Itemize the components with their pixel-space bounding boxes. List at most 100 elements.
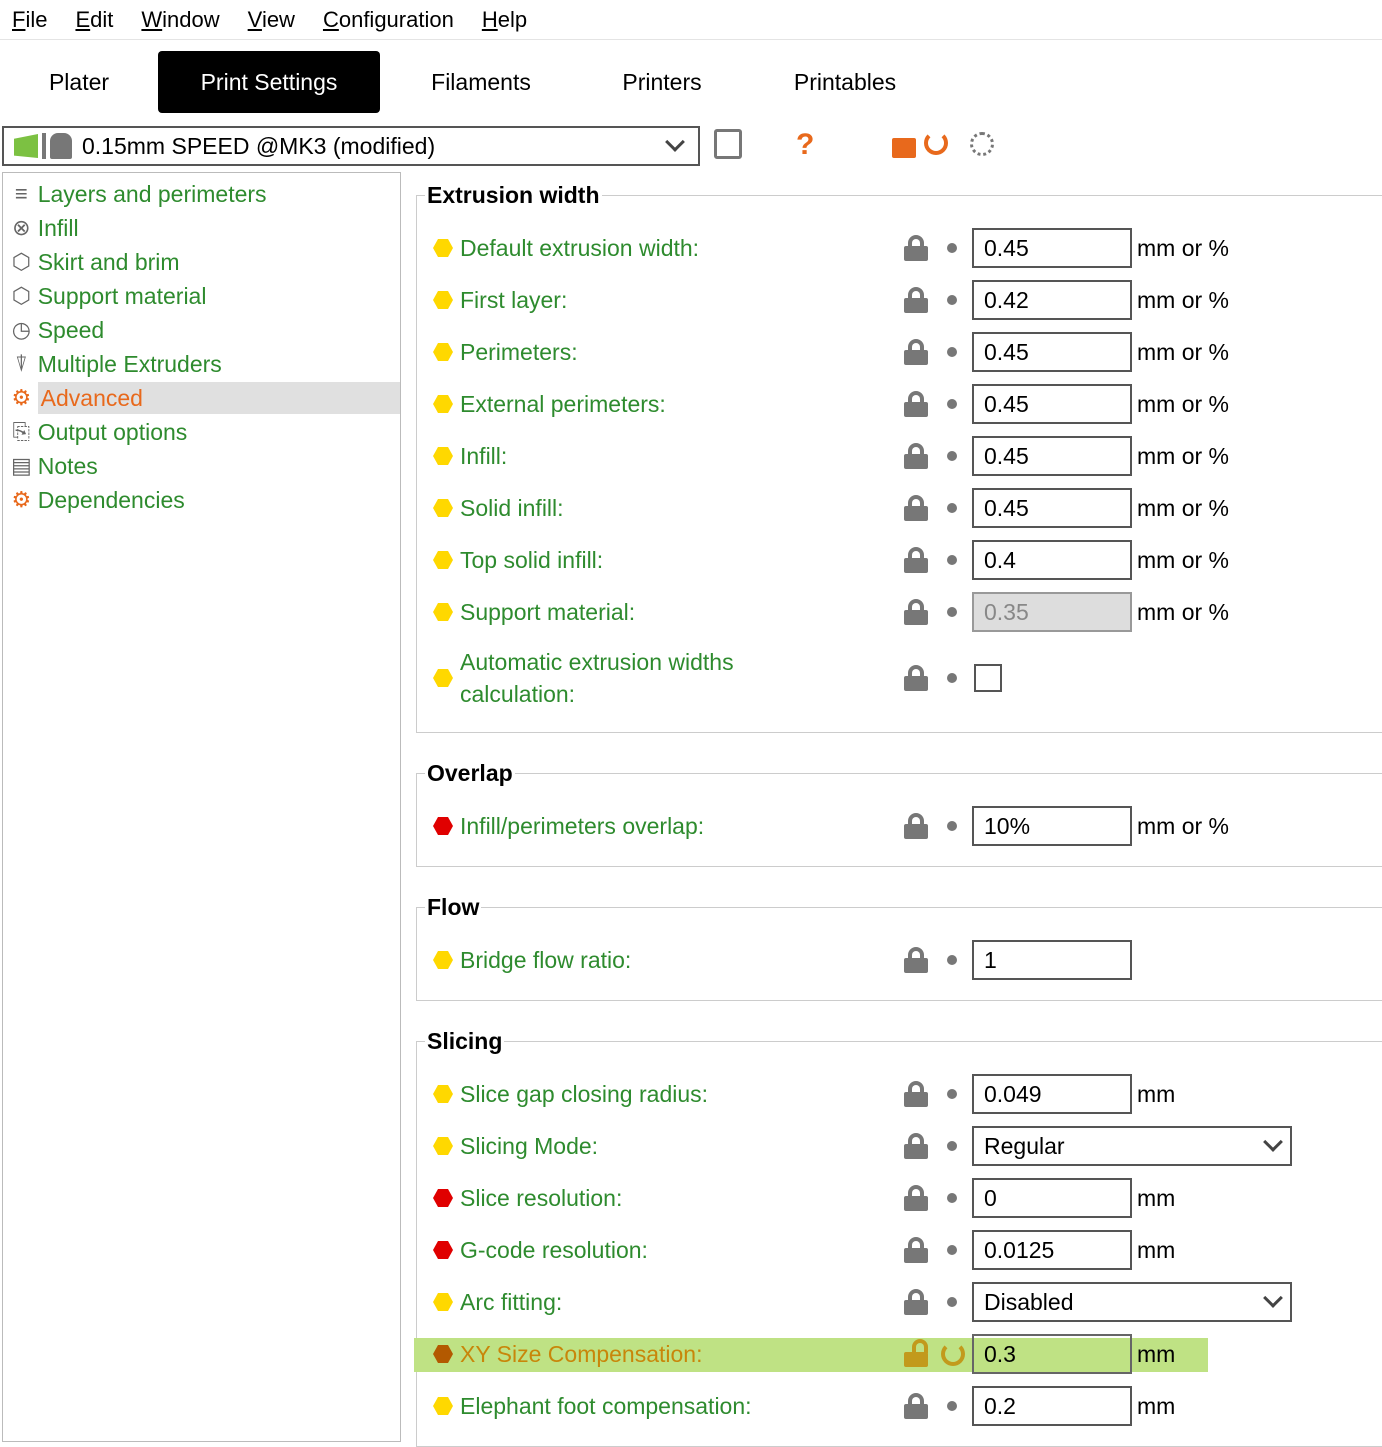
preset-select[interactable]: 0.15mm SPEED @MK3 (modified) — [2, 126, 700, 166]
lock-icon[interactable] — [904, 665, 928, 691]
value-input[interactable]: 0.45 — [972, 436, 1132, 476]
advanced-icon: ⚙ — [11, 385, 32, 410]
sidebar-item-notes[interactable]: ▤ Notes — [10, 453, 98, 479]
checkbox[interactable] — [974, 664, 1002, 692]
menu-edit[interactable]: Edit — [75, 6, 114, 32]
lock-icon[interactable] — [904, 1185, 928, 1211]
menu-help[interactable]: Help — [481, 6, 528, 32]
menu-file[interactable]: File — [12, 6, 48, 32]
lock-icon[interactable] — [904, 339, 928, 365]
value-input[interactable]: 0.45 — [972, 384, 1132, 424]
value-input[interactable]: 0.45 — [972, 228, 1132, 268]
sidebar-item-dependencies[interactable]: ⚙ Dependencies — [3, 483, 400, 517]
value-input[interactable]: 0.049 — [972, 1074, 1132, 1114]
mode-simple-icon — [433, 447, 453, 465]
value-input[interactable]: 10% — [972, 806, 1132, 846]
lock-icon[interactable] — [904, 599, 928, 625]
bullet-icon[interactable] — [947, 673, 957, 683]
bullet-icon[interactable] — [947, 1089, 957, 1099]
bullet-icon[interactable] — [947, 1193, 957, 1203]
search-icon[interactable] — [970, 132, 994, 156]
lock-icon[interactable] — [904, 1081, 928, 1107]
flag-icon — [14, 134, 38, 158]
bullet-icon[interactable] — [947, 243, 957, 253]
lock-icon[interactable] — [904, 391, 928, 417]
bullet-icon[interactable] — [947, 347, 957, 357]
unlock-icon[interactable] — [892, 138, 916, 158]
sidebar-item-output-options[interactable]: ⎘ Output options — [3, 415, 400, 449]
lock-icon[interactable] — [904, 1393, 928, 1419]
bullet-icon[interactable] — [947, 955, 957, 965]
select[interactable]: Regular — [972, 1126, 1292, 1166]
bullet-icon[interactable] — [947, 1141, 957, 1151]
settings-page: Extrusion width Default extrusion width: 0… — [414, 172, 1382, 1447]
undo-icon[interactable] — [941, 1342, 965, 1366]
value-input[interactable]: 0.45 — [972, 488, 1132, 528]
lock-icon[interactable] — [904, 495, 928, 521]
unit-label: mm — [1137, 1236, 1176, 1263]
help-icon[interactable]: ? — [796, 128, 815, 161]
sidebar-item-advanced[interactable]: ⚙ Advanced — [3, 381, 400, 415]
sidebar-item-infill[interactable]: ⊗ Infill — [3, 211, 400, 245]
value-input[interactable]: 0.35 — [972, 592, 1132, 632]
lock-icon[interactable] — [904, 1237, 928, 1263]
bullet-icon[interactable] — [947, 607, 957, 617]
section-title: Overlap — [425, 760, 515, 787]
bullet-icon[interactable] — [947, 399, 957, 409]
lock-icon[interactable] — [904, 235, 928, 261]
setting-label: External perimeters: — [460, 391, 666, 417]
tab-print-settings[interactable]: Print Settings — [158, 51, 380, 113]
value-input[interactable]: 0.2 — [972, 1386, 1132, 1426]
setting-label: Bridge flow ratio: — [460, 947, 632, 973]
sidebar-item-speed[interactable]: ◷ Speed — [3, 313, 400, 347]
extruders-icon: ⍒ — [14, 351, 28, 376]
tab-plater[interactable]: Plater — [48, 68, 110, 95]
unit-label: mm or % — [1137, 598, 1229, 625]
sidebar-item-support-material[interactable]: ⬡ Support material — [3, 279, 400, 313]
section-extrusion-width: Extrusion width Default extrusion width: 0… — [416, 182, 1382, 733]
undo-icon[interactable] — [924, 131, 948, 155]
unlock-icon[interactable] — [904, 1339, 928, 1367]
bullet-icon[interactable] — [947, 1245, 957, 1255]
bullet-icon[interactable] — [947, 821, 957, 831]
menu-configuration[interactable]: Configuration — [322, 6, 454, 32]
main-tabs: Plater Print Settings Filaments Printers… — [0, 51, 948, 113]
tab-filaments[interactable]: Filaments — [431, 68, 531, 95]
unit-label: mm or % — [1137, 234, 1229, 261]
menu-window[interactable]: Window — [141, 6, 220, 32]
value-input[interactable]: 0.4 — [972, 540, 1132, 580]
lock-icon[interactable] — [904, 443, 928, 469]
setting-label: Arc fitting: — [460, 1289, 563, 1315]
lock-icon[interactable] — [904, 547, 928, 573]
highlight — [414, 1338, 1208, 1372]
tab-printables[interactable]: Printables — [793, 68, 897, 95]
value-input[interactable]: 0 — [972, 1178, 1132, 1218]
menu-view[interactable]: View — [247, 6, 295, 32]
setting-row: Automatic extrusion widths calculation: — [417, 638, 1382, 718]
sidebar-item-multiple-extruders[interactable]: ⍒ Multiple Extruders — [3, 347, 400, 381]
lock-icon[interactable] — [904, 1133, 928, 1159]
lock-icon[interactable] — [904, 287, 928, 313]
setting-row: External perimeters: 0.45 mm or % — [417, 378, 1382, 430]
mode-simple-icon — [433, 395, 453, 413]
value-input[interactable]: 0.0125 — [972, 1230, 1132, 1270]
tab-printers[interactable]: Printers — [622, 68, 702, 95]
bullet-icon[interactable] — [947, 451, 957, 461]
value-input[interactable]: 0.42 — [972, 280, 1132, 320]
layers-icon: ≡ — [14, 181, 28, 206]
value-input[interactable]: 0.45 — [972, 332, 1132, 372]
value-input[interactable]: 0.3 — [972, 1334, 1132, 1374]
value-input[interactable]: 1 — [972, 940, 1132, 980]
sidebar-item-layers-and-perimeters[interactable]: ≡ Layers and perimeters — [3, 177, 400, 211]
lock-icon[interactable] — [904, 1289, 928, 1315]
sidebar-item-skirt-and-brim[interactable]: ⬡ Skirt and brim — [3, 245, 400, 279]
bullet-icon[interactable] — [947, 1401, 957, 1411]
bullet-icon[interactable] — [947, 503, 957, 513]
bullet-icon[interactable] — [947, 1297, 957, 1307]
select[interactable]: Disabled — [972, 1282, 1292, 1322]
save-icon[interactable] — [714, 129, 742, 159]
lock-icon[interactable] — [904, 813, 928, 839]
bullet-icon[interactable] — [947, 295, 957, 305]
lock-icon[interactable] — [904, 947, 928, 973]
bullet-icon[interactable] — [947, 555, 957, 565]
